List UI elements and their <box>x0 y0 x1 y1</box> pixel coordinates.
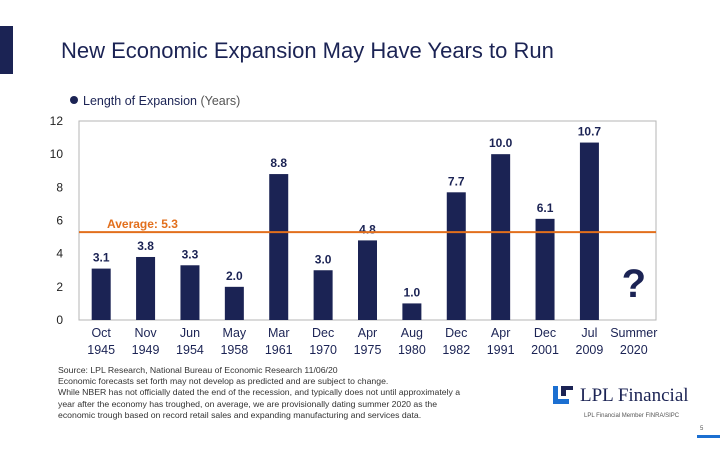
x-tick-label: Apr <box>491 326 510 340</box>
lpl-logo-icon <box>553 386 573 404</box>
bar <box>91 268 111 320</box>
page-number: 5 <box>700 426 704 432</box>
bar <box>402 303 422 320</box>
x-tick-label: 1982 <box>442 343 470 357</box>
x-tick-label: 2001 <box>531 343 559 357</box>
x-tick-label: Dec <box>312 326 334 340</box>
bar-value-label: 3.3 <box>182 247 199 261</box>
lpl-logo: LPL Financial <box>553 380 689 410</box>
average-label: Average: 5.3 <box>107 217 178 231</box>
y-tick-label: 2 <box>56 280 63 294</box>
note-line: economic trough based on record retail s… <box>58 409 422 420</box>
x-tick-label: Mar <box>268 326 290 340</box>
bar-value-label: 1.0 <box>404 285 421 299</box>
slide-title: New Economic Expansion May Have Years to… <box>61 38 554 63</box>
x-tick-label: Oct <box>91 326 111 340</box>
title-accent-bar <box>0 26 13 74</box>
x-tick-label: 1961 <box>265 343 293 357</box>
disclaimer-line: Economic forecasts set forth may not dev… <box>58 376 389 387</box>
bar <box>535 218 555 320</box>
legend-marker <box>70 96 78 104</box>
x-tick-label: 1970 <box>309 343 337 357</box>
bar-value-label: 3.8 <box>137 239 154 253</box>
bar <box>180 265 200 320</box>
bar <box>446 192 466 320</box>
y-tick-label: 0 <box>56 313 63 327</box>
bar-value-label: 3.1 <box>93 251 110 265</box>
member-disclosure: LPL Financial Member FINRA/SIPC <box>584 413 680 419</box>
logo-text: LPL Financial <box>580 385 689 406</box>
bar <box>269 174 289 320</box>
note-line: year after the economy has troughed, on … <box>58 398 438 409</box>
y-tick-label: 6 <box>56 214 63 228</box>
x-tick-label: 1991 <box>487 343 515 357</box>
x-tick-label: Dec <box>445 326 467 340</box>
bar-value-label: 3.0 <box>315 252 332 266</box>
x-tick-label: 1980 <box>398 343 426 357</box>
corner-accent-bar <box>697 435 720 438</box>
bar-value-label: 10.7 <box>578 125 602 139</box>
x-tick-label: May <box>223 326 247 340</box>
chart-legend: Length of Expansion (Years) <box>70 94 240 108</box>
x-tick-label: 1945 <box>87 343 115 357</box>
bar-value-label: 4.8 <box>359 222 376 236</box>
note-line: While NBER has not officially dated the … <box>58 387 461 398</box>
x-tick-label: Summer <box>610 326 657 340</box>
bar <box>224 286 244 320</box>
x-tick-label: 1949 <box>132 343 160 357</box>
bar <box>136 256 156 320</box>
x-tick-label: 2009 <box>576 343 604 357</box>
source-notes: Source: LPL Research, National Bureau of… <box>58 365 528 421</box>
x-tick-label: Dec <box>534 326 556 340</box>
x-tick-label: Jun <box>180 326 200 340</box>
bar-value-label: 7.7 <box>448 174 465 188</box>
legend-label: Length of Expansion <box>83 94 197 108</box>
x-tick-label: Aug <box>401 326 423 340</box>
bar-value-label: 10.0 <box>489 136 513 150</box>
bar <box>491 154 511 320</box>
y-tick-label: 10 <box>50 147 64 161</box>
x-tick-label: Nov <box>134 326 157 340</box>
x-tick-label: Apr <box>358 326 377 340</box>
x-tick-label: 1975 <box>354 343 382 357</box>
bar-value-label: ? <box>622 262 646 306</box>
bar <box>358 240 377 320</box>
y-tick-label: 8 <box>56 180 63 194</box>
x-tick-label: 1958 <box>220 343 248 357</box>
bar-value-label: 2.0 <box>226 269 243 283</box>
bar-value-label: 8.8 <box>270 156 287 170</box>
x-tick-label: Jul <box>581 326 597 340</box>
source-line: Source: LPL Research, National Bureau of… <box>58 365 338 375</box>
x-tick-label: 1954 <box>176 343 204 357</box>
bar <box>313 270 333 320</box>
y-tick-label: 4 <box>56 247 63 261</box>
bar-value-label: 6.1 <box>537 201 554 215</box>
legend-units: (Years) <box>200 94 241 108</box>
y-tick-label: 12 <box>50 114 64 128</box>
x-tick-label: 2020 <box>620 343 648 357</box>
